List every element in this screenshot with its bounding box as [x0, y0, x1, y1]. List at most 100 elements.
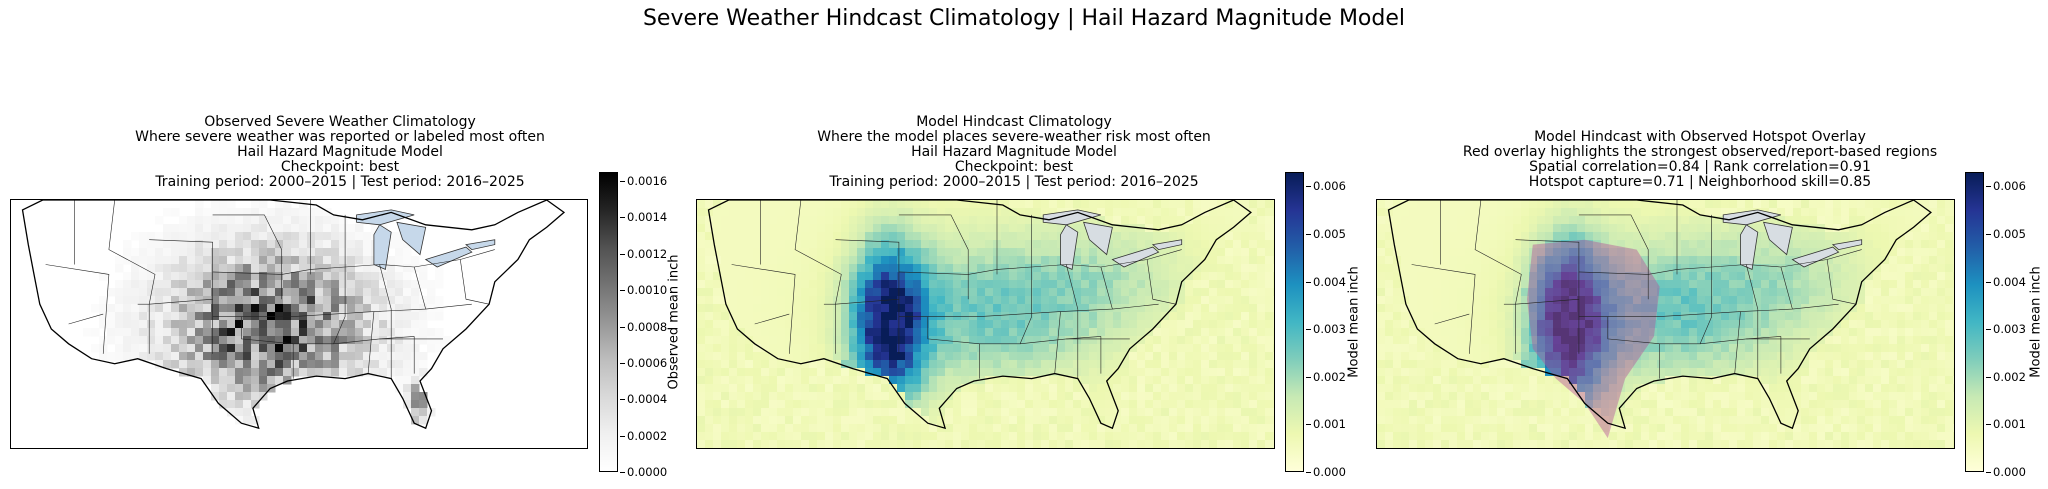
hazard-grid-cell — [1097, 344, 1106, 353]
hazard-grid-cell — [1193, 432, 1202, 441]
hazard-grid-cell — [395, 288, 404, 297]
hazard-grid-cell — [1825, 256, 1834, 265]
hazard-grid-cell — [1033, 376, 1042, 385]
hazard-grid-cell — [195, 224, 204, 233]
hazard-grid-cell — [1873, 248, 1882, 257]
hazard-grid-cell — [1617, 328, 1626, 337]
hazard-grid-cell — [1033, 248, 1042, 257]
hazard-grid-cell — [1385, 256, 1394, 265]
hazard-grid-cell — [1521, 368, 1530, 377]
hazard-grid-cell — [953, 328, 962, 337]
hazard-grid-cell — [1033, 392, 1042, 401]
hazard-grid-cell — [1097, 304, 1106, 313]
hazard-grid-cell — [395, 328, 404, 337]
hazard-grid-cell — [729, 416, 738, 425]
great-lake — [396, 221, 427, 256]
hazard-grid-cell — [1473, 368, 1482, 377]
hazard-grid-cell — [1729, 360, 1738, 369]
hazard-grid-cell — [267, 344, 276, 353]
hazard-grid-cell — [147, 344, 156, 353]
hazard-grid-cell — [1017, 376, 1026, 385]
hazard-grid-cell — [1233, 336, 1242, 345]
hazard-grid-cell — [1081, 432, 1090, 441]
hazard-grid-cell — [905, 208, 914, 217]
hazard-grid-cell — [881, 216, 890, 225]
hazard-grid-cell — [1753, 248, 1762, 257]
hazard-grid-cell — [1257, 280, 1266, 289]
hazard-grid-cell — [115, 312, 124, 321]
hazard-grid-cell — [1009, 336, 1018, 345]
hazard-grid-cell — [1649, 264, 1658, 273]
hazard-grid-cell — [809, 208, 818, 217]
hazard-grid-cell — [1809, 360, 1818, 369]
hazard-grid-cell — [1145, 240, 1154, 249]
hazard-grid-cell — [1689, 224, 1698, 233]
hazard-grid-cell — [1489, 392, 1498, 401]
hazard-grid-cell — [697, 384, 706, 393]
hazard-grid-cell — [1145, 208, 1154, 217]
state-border — [212, 249, 495, 275]
hazard-grid-cell — [753, 208, 762, 217]
hazard-grid-cell — [1841, 328, 1850, 337]
hazard-grid-cell — [1401, 208, 1410, 217]
hazard-grid-cell — [969, 296, 978, 305]
hazard-grid-cell — [1465, 272, 1474, 281]
hazard-grid-cell — [1465, 328, 1474, 337]
hazard-grid-cell — [259, 240, 268, 249]
hazard-grid-cell — [1097, 320, 1106, 329]
hazard-grid-cell — [1945, 248, 1954, 257]
hazard-grid-cell — [1017, 352, 1026, 361]
hazard-grid-cell — [737, 288, 746, 297]
hazard-grid-cell — [1649, 344, 1658, 353]
hazard-grid-cell — [1689, 240, 1698, 249]
hazard-grid-cell — [881, 240, 890, 249]
hazard-grid-cell — [905, 328, 914, 337]
hazard-grid-cell — [363, 248, 372, 257]
hazard-grid-cell — [977, 344, 986, 353]
hazard-grid-cell — [163, 328, 172, 337]
hazard-grid-cell — [1265, 384, 1274, 393]
hazard-grid-cell — [355, 248, 364, 257]
hazard-grid-cell — [1609, 384, 1618, 393]
hazard-grid-cell — [1753, 224, 1762, 233]
hazard-grid-cell — [857, 208, 866, 217]
hazard-grid-cell — [1121, 296, 1130, 305]
hazard-grid-cell — [1121, 432, 1130, 441]
hazard-grid-cell — [219, 256, 228, 265]
hazard-grid-cell — [825, 224, 834, 233]
hazard-grid-cell — [227, 376, 236, 385]
hazard-grid-cell — [1641, 312, 1650, 321]
hazard-grid-cell — [889, 296, 898, 305]
hazard-grid-cell — [801, 400, 810, 409]
hazard-grid-cell — [833, 264, 842, 273]
hazard-grid-cell — [299, 224, 308, 233]
hazard-grid-cell — [913, 440, 922, 448]
hazard-grid-cell — [203, 240, 212, 249]
hazard-grid-cell — [1545, 384, 1554, 393]
hazard-grid-cell — [993, 408, 1002, 417]
hazard-grid-cell — [1753, 264, 1762, 273]
hazard-grid-cell — [985, 328, 994, 337]
hazard-grid-cell — [825, 240, 834, 249]
hazard-grid-cell — [1641, 208, 1650, 217]
hazard-grid-cell — [1049, 392, 1058, 401]
hazard-grid-cell — [1601, 232, 1610, 241]
hazard-grid-cell — [729, 328, 738, 337]
hazard-grid-cell — [1121, 320, 1130, 329]
hazard-grid-cell — [897, 424, 906, 433]
hazard-grid-cell — [1745, 368, 1754, 377]
hazard-grid-cell — [1177, 376, 1186, 385]
hazard-grid-cell — [123, 240, 132, 249]
hazard-grid-cell — [897, 224, 906, 233]
hazard-grid-cell — [1457, 304, 1466, 313]
hazard-grid-cell — [235, 376, 244, 385]
hazard-grid-cell — [1257, 336, 1266, 345]
hazard-grid-cell — [809, 248, 818, 257]
hazard-grid-cell — [1881, 368, 1890, 377]
hazard-grid-cell — [1017, 344, 1026, 353]
hazard-grid-cell — [1177, 200, 1186, 209]
hazard-grid-cell — [1425, 336, 1434, 345]
hazard-grid-cell — [1921, 376, 1930, 385]
hazard-grid-cell — [1529, 224, 1538, 233]
hazard-grid-cell — [1585, 200, 1594, 209]
